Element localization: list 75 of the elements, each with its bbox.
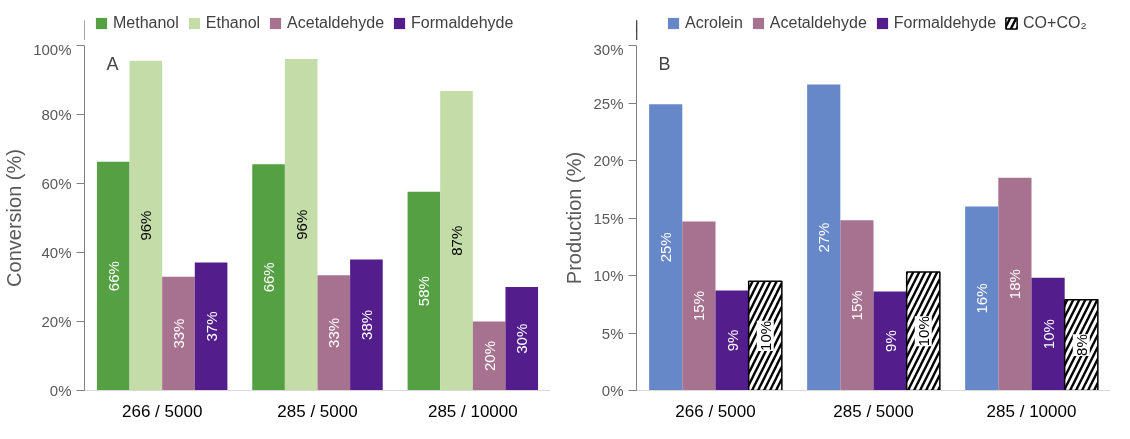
bar — [96, 161, 130, 391]
bar — [505, 287, 539, 391]
y-tick-label: 100% — [33, 40, 72, 58]
x-tick-label: 285 / 5000 — [277, 401, 358, 421]
data-label: 30% — [513, 323, 531, 354]
legend-label: Methanol — [113, 14, 179, 32]
x-tick-label: 285 / 5000 — [833, 401, 914, 421]
bar — [162, 276, 195, 391]
bar — [194, 262, 228, 391]
y-axis-title: Conversion (%) — [3, 149, 26, 287]
legend-label: CO+CO₂ — [1023, 14, 1087, 32]
y-tick-label: 10% — [593, 267, 624, 284]
bar — [440, 91, 473, 391]
bar — [965, 206, 999, 391]
x-tick-label: 266 / 5000 — [121, 401, 203, 421]
bar — [873, 291, 907, 391]
bar — [350, 259, 383, 391]
bar — [1031, 277, 1065, 391]
y-tick-label: 15% — [593, 209, 624, 227]
data-label: 10% — [756, 320, 774, 351]
x-tick-label: 266 / 5000 — [675, 401, 756, 421]
data-label: 33% — [169, 318, 187, 349]
y-tick-label: 20% — [41, 313, 72, 330]
data-label: 58% — [415, 276, 433, 307]
bar — [129, 60, 163, 391]
y-tick-label: 20% — [593, 152, 624, 169]
data-label: 10% — [1039, 319, 1057, 350]
bar — [317, 275, 351, 391]
data-label: 18% — [1006, 269, 1024, 300]
data-label: 96% — [292, 209, 310, 240]
bar — [284, 58, 318, 391]
y-tick-label: 60% — [41, 175, 72, 192]
y-tick-label: 0% — [601, 382, 624, 399]
y-tick-label: 40% — [41, 244, 72, 261]
y-tick-label: 5% — [601, 324, 624, 342]
x-tick-label: 285 / 10000 — [986, 401, 1077, 421]
data-label: 66% — [104, 261, 122, 292]
bar — [407, 191, 441, 391]
annotation: B — [658, 53, 671, 74]
legend-label: Acetaldehyde — [287, 14, 385, 32]
data-label: 20% — [480, 340, 498, 372]
legend-label: Acrolein — [685, 14, 743, 32]
data-label: 15% — [690, 290, 708, 321]
y-tick-label: 30% — [593, 40, 624, 58]
bar — [649, 104, 683, 391]
legend-label: Acetaldehyde — [769, 14, 867, 32]
data-label: 96% — [137, 210, 155, 241]
y-tick-label: 80% — [41, 106, 72, 123]
legend-label: Ethanol — [205, 14, 261, 32]
bar — [807, 84, 841, 391]
y-tick-label: 25% — [593, 94, 624, 112]
annotation: A — [106, 53, 119, 74]
data-label: 33% — [325, 317, 343, 348]
bar — [840, 220, 874, 391]
data-label: 15% — [848, 290, 866, 321]
bar — [252, 164, 285, 391]
data-label: 27% — [815, 222, 833, 253]
x-tick-label: 285 / 10000 — [427, 401, 518, 421]
data-label: 8% — [1072, 334, 1090, 356]
data-label: 25% — [657, 232, 675, 263]
bar — [715, 290, 749, 391]
data-label: 9% — [881, 330, 899, 352]
data-label: 16% — [973, 283, 991, 314]
y-axis-title: Production (%) — [563, 151, 586, 285]
data-label: 10% — [914, 316, 932, 347]
data-label: 37% — [202, 311, 220, 342]
legend-label: Formaldehyde — [411, 14, 514, 32]
bar — [998, 177, 1032, 391]
data-label: 87% — [448, 225, 466, 256]
data-label: 66% — [260, 262, 278, 293]
bar — [682, 221, 716, 391]
legend-label: Formaldehyde — [893, 14, 997, 32]
y-tick-label: 0% — [49, 382, 72, 399]
data-label: 38% — [357, 309, 375, 340]
data-label: 9% — [723, 329, 741, 352]
